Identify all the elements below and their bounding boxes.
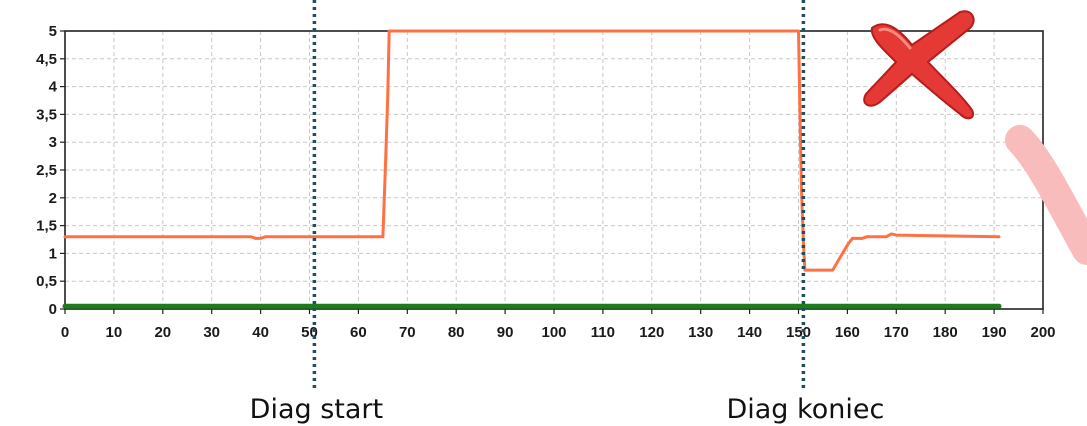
x-tick-label-13: 130 xyxy=(688,324,713,341)
y-tick-label-6: 3 xyxy=(49,134,57,151)
y-tick-label-8: 4 xyxy=(49,79,58,96)
grid-lines xyxy=(65,31,1043,309)
x-axis-tick-labels: 0 10 20 30 40 50 60 70 80 90 100 110 120 130 140 150 160… xyxy=(61,309,1056,341)
x-tick-label-14: 140 xyxy=(737,324,762,341)
x-tick-label-0: 0 xyxy=(61,324,69,341)
x-tick-label-15: 150 xyxy=(786,324,811,341)
x-tick-label-1: 10 xyxy=(106,324,123,341)
red-x-icon xyxy=(863,10,975,120)
x-tick-label-2: 20 xyxy=(154,324,171,341)
x-tick-label-12: 120 xyxy=(639,324,664,341)
y-tick-label-1: 0,5 xyxy=(36,273,57,290)
x-tick-label-20: 200 xyxy=(1030,324,1055,341)
series-lines xyxy=(62,29,1002,309)
y-tick-label-10: 5 xyxy=(49,23,57,40)
x-tick-label-11: 110 xyxy=(591,324,615,341)
y-tick-label-9: 4,5 xyxy=(36,51,57,68)
y-axis-tick-labels: 0 0,5 1 1,5 2 2,5 3 3,5 4 4,5 5 xyxy=(36,23,65,318)
y-tick-label-2: 1 xyxy=(49,245,57,262)
diag-markers: Diag start Diag koniec xyxy=(250,0,884,425)
x-tick-label-3: 30 xyxy=(203,324,220,341)
y-tick-label-7: 3,5 xyxy=(36,106,57,123)
x-tick-label-8: 80 xyxy=(448,324,465,341)
x-tick-label-10: 100 xyxy=(541,324,566,341)
series-line-0 xyxy=(63,29,1001,272)
x-tick-label-9: 90 xyxy=(497,324,514,341)
x-tick-label-4: 40 xyxy=(252,324,269,341)
x-tick-label-19: 190 xyxy=(982,324,1007,341)
marker-label-1: Diag koniec xyxy=(726,394,884,425)
y-tick-label-0: 0 xyxy=(49,301,57,318)
marker-label-0: Diag start xyxy=(250,394,383,425)
x-tick-label-6: 60 xyxy=(350,324,367,341)
y-tick-label-4: 2 xyxy=(49,190,57,207)
x-tick-label-17: 170 xyxy=(884,324,909,341)
pink-swoosh-decoration xyxy=(1005,125,1087,265)
y-tick-label-3: 1,5 xyxy=(36,218,57,235)
x-tick-label-16: 160 xyxy=(835,324,860,341)
y-tick-label-5: 2,5 xyxy=(36,162,57,179)
x-tick-label-7: 70 xyxy=(399,324,416,341)
x-tick-label-18: 180 xyxy=(933,324,958,341)
